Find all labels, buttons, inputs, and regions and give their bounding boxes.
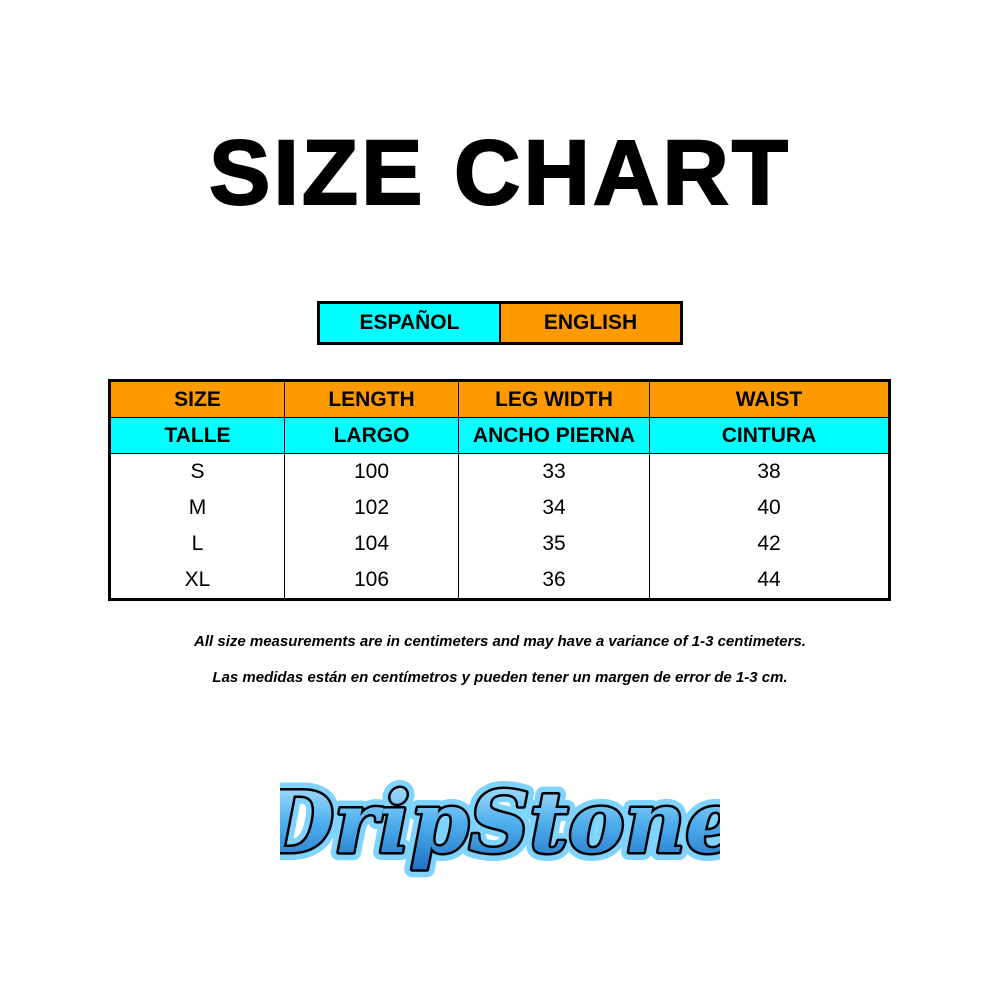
logo-text: DripStone	[280, 773, 720, 872]
cell: 102	[284, 490, 459, 526]
legend-spanish: ESPAÑOL	[320, 304, 501, 342]
cell: 44	[649, 562, 890, 600]
size-table: SIZE LENGTH LEG WIDTH WAIST TALLE LARGO …	[108, 379, 891, 601]
cell: 33	[458, 453, 650, 490]
header-cell: ANCHO PIERNA	[458, 417, 650, 454]
table-row: XL 106 36 44	[110, 562, 890, 600]
cell: 36	[458, 562, 650, 600]
cell: 106	[284, 562, 459, 600]
header-cell: TALLE	[109, 417, 285, 454]
language-legend: ESPAÑOL ENGLISH	[317, 301, 683, 345]
legend-english: ENGLISH	[501, 304, 680, 342]
cell: S	[190, 460, 205, 483]
cell: 35	[458, 526, 650, 562]
cell: 34	[458, 490, 650, 526]
cell: 38	[649, 453, 890, 490]
note-english: All size measurements are in centimeters…	[194, 633, 806, 650]
header-cell: WAIST	[649, 380, 890, 418]
cell: L	[191, 532, 204, 555]
cell: 104	[284, 526, 459, 562]
header-row-english: SIZE LENGTH LEG WIDTH WAIST	[109, 380, 890, 418]
page-title: SIZE CHART	[208, 121, 791, 225]
note-spanish: Las medidas están en centímetros y puede…	[212, 669, 788, 686]
header-row-spanish: TALLE LARGO ANCHO PIERNA CINTURA	[109, 417, 890, 454]
header-cell: LENGTH	[284, 380, 459, 418]
table-row: S 100 33 38	[110, 453, 890, 490]
header-cell: LARGO	[284, 417, 459, 454]
table-row: L 104 35 42	[110, 526, 890, 562]
logo-glow: DripStone	[280, 773, 720, 872]
header-cell: SIZE	[109, 380, 285, 418]
dripstone-logo: DripStone DripStone	[280, 765, 720, 880]
cell: M	[188, 496, 207, 519]
cell: 42	[649, 526, 890, 562]
cell: XL	[184, 568, 211, 591]
header-cell: LEG WIDTH	[458, 380, 650, 418]
table-row: M 102 34 40	[110, 490, 890, 526]
header-cell: CINTURA	[649, 417, 890, 454]
cell: 100	[284, 453, 459, 490]
cell: 40	[649, 490, 890, 526]
